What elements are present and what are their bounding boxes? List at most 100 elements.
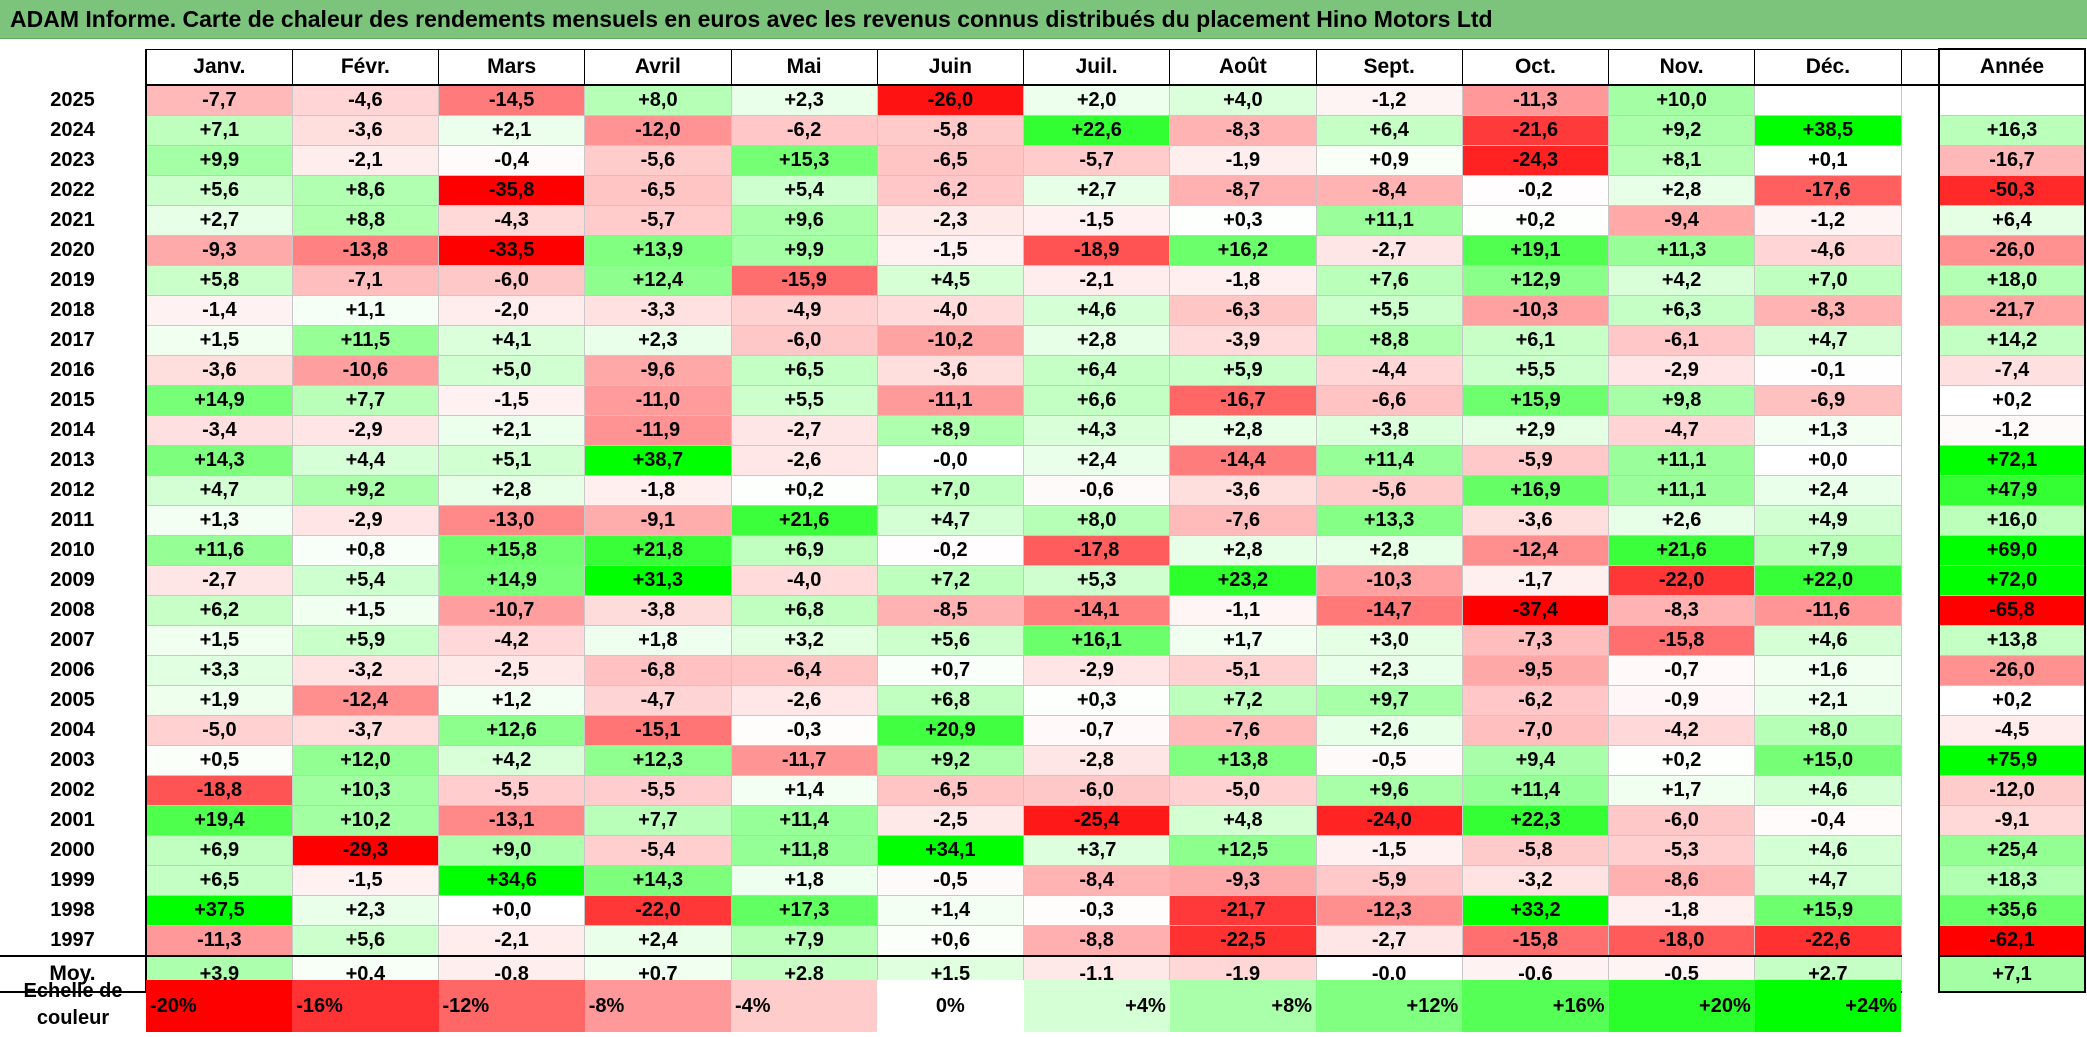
annual-return-cell: -26,0 — [1938, 655, 2086, 686]
annual-return-cell: +13,8 — [1938, 625, 2086, 656]
return-cell: -2,7 — [730, 415, 878, 446]
return-cell: +4,6 — [1754, 835, 1902, 866]
return-cell: -11,6 — [1754, 595, 1902, 626]
return-cell: -1,8 — [1607, 895, 1756, 926]
year-row: 2016 -3,6 -10,6 +5,0 -9,6 +6,5 -3,6 +6,4 +5,9 -4,… — [0, 355, 2086, 386]
return-cell: -15,8 — [1607, 625, 1756, 656]
return-cell: +14,9 — [145, 385, 293, 416]
return-cell: -13,8 — [291, 235, 440, 266]
year-row: 1997 -11,3 +5,6 -2,1 +2,4 +7,9 +0,6 -8,8 -22,5 -2… — [0, 925, 2086, 957]
return-cell: +8,9 — [876, 415, 1025, 446]
return-cell: -2,0 — [437, 295, 586, 326]
color-scale-cell: -4% — [731, 980, 878, 1032]
month-header: Avril — [584, 48, 732, 86]
month-header: Oct. — [1461, 48, 1610, 86]
return-cell: +0,2 — [1461, 205, 1610, 236]
return-cell: +9,2 — [291, 475, 440, 506]
return-cell: +2,7 — [1022, 175, 1171, 206]
return-cell: +1,5 — [145, 325, 293, 356]
return-cell: +0,3 — [1169, 205, 1317, 236]
return-cell: +0,0 — [437, 895, 586, 926]
return-cell: +4,4 — [291, 445, 440, 476]
return-cell: -0,7 — [1607, 655, 1756, 686]
return-cell: +2,8 — [1169, 535, 1317, 566]
return-cell: +7,7 — [291, 385, 440, 416]
return-cell: +7,9 — [1754, 535, 1902, 566]
return-cell: +2,8 — [1315, 535, 1463, 566]
return-cell: +1,6 — [1754, 655, 1902, 686]
return-cell: +11,4 — [1461, 775, 1610, 806]
year-label: 2013 — [0, 445, 147, 476]
return-cell: +12,4 — [584, 265, 732, 296]
return-cell: -8,6 — [1607, 865, 1756, 896]
gap-cell — [1901, 85, 1939, 116]
return-cell: +8,8 — [291, 205, 440, 236]
return-cell: +6,8 — [730, 595, 878, 626]
return-cell: -7,3 — [1461, 625, 1610, 656]
return-cell: +0,8 — [291, 535, 440, 566]
gap-cell — [1901, 505, 1939, 536]
return-cell: +11,1 — [1607, 475, 1756, 506]
return-cell: +0,9 — [1315, 145, 1463, 176]
return-cell: -10,7 — [437, 595, 586, 626]
year-label: 2009 — [0, 565, 147, 596]
year-label: 2002 — [0, 775, 147, 806]
return-cell: +12,5 — [1169, 835, 1317, 866]
gap-cell — [1901, 265, 1939, 296]
return-cell: -12,0 — [584, 115, 732, 146]
return-cell: -2,9 — [1607, 355, 1756, 386]
gap-cell — [1901, 115, 1939, 146]
year-row: 2008 +6,2 +1,5 -10,7 -3,8 +6,8 -8,5 -14,1 -1,1 -1… — [0, 595, 2086, 626]
return-cell: -4,0 — [876, 295, 1025, 326]
return-cell: -1,8 — [584, 475, 732, 506]
return-cell: -0,5 — [876, 865, 1025, 896]
return-cell: +4,7 — [1754, 325, 1902, 356]
return-cell: -6,9 — [1754, 385, 1902, 416]
return-cell: -2,7 — [1315, 235, 1463, 266]
return-cell: +5,8 — [145, 265, 293, 296]
return-cell: +12,9 — [1461, 265, 1610, 296]
return-cell: +15,3 — [730, 145, 878, 176]
return-cell: -6,0 — [437, 265, 586, 296]
heatmap-table: Janv. Févr. Mars Avril Mai Juin Juil. Août Sept.… — [0, 48, 2086, 993]
return-cell: -18,8 — [145, 775, 293, 806]
return-cell: +6,6 — [1022, 385, 1171, 416]
return-cell: +12,0 — [291, 745, 440, 776]
return-cell: +9,9 — [730, 235, 878, 266]
return-cell: -8,4 — [1022, 865, 1171, 896]
return-cell: -0,4 — [437, 145, 586, 176]
return-cell: +34,6 — [437, 865, 586, 896]
annual-return-cell: +72,0 — [1938, 565, 2086, 596]
return-cell: +15,0 — [1754, 745, 1902, 776]
return-cell: -6,5 — [876, 145, 1025, 176]
return-cell: -10,3 — [1315, 565, 1463, 596]
return-cell: +4,6 — [1022, 295, 1171, 326]
return-cell: +4,7 — [1754, 865, 1902, 896]
return-cell: -6,2 — [876, 175, 1025, 206]
return-cell: +1,3 — [145, 505, 293, 536]
month-header: Nov. — [1607, 48, 1756, 86]
return-cell: +3,8 — [1315, 415, 1463, 446]
return-cell: -4,6 — [291, 84, 440, 116]
annual-return-cell: -65,8 — [1938, 595, 2086, 626]
return-cell: +0,5 — [145, 745, 293, 776]
return-cell: -8,8 — [1022, 925, 1171, 957]
return-cell: +9,6 — [730, 205, 878, 236]
return-cell: +13,3 — [1315, 505, 1463, 536]
year-row: 2015 +14,9 +7,7 -1,5 -11,0 +5,5 -11,1 +6,6 -16,7… — [0, 385, 2086, 416]
gap-cell — [1901, 175, 1939, 206]
return-cell: +1,8 — [584, 625, 732, 656]
return-cell: -2,1 — [437, 925, 586, 957]
gap-cell — [1901, 295, 1939, 326]
return-cell: +0,0 — [1754, 445, 1902, 476]
gap-cell — [1901, 745, 1939, 776]
return-cell: +6,4 — [1022, 355, 1171, 386]
return-cell: +14,3 — [145, 445, 293, 476]
return-cell: -29,3 — [291, 835, 440, 866]
year-row: 2013 +14,3 +4,4 +5,1 +38,7 -2,6 -0,0 +2,4 -14,4 +… — [0, 445, 2086, 476]
year-row: 2009 -2,7 +5,4 +14,9 +31,3 -4,0 +7,2 +5,3 +23,2-… — [0, 565, 2086, 596]
return-cell: +1,8 — [730, 865, 878, 896]
return-cell: +9,8 — [1607, 385, 1756, 416]
return-cell: +4,6 — [1754, 625, 1902, 656]
return-cell: +1,1 — [291, 295, 440, 326]
